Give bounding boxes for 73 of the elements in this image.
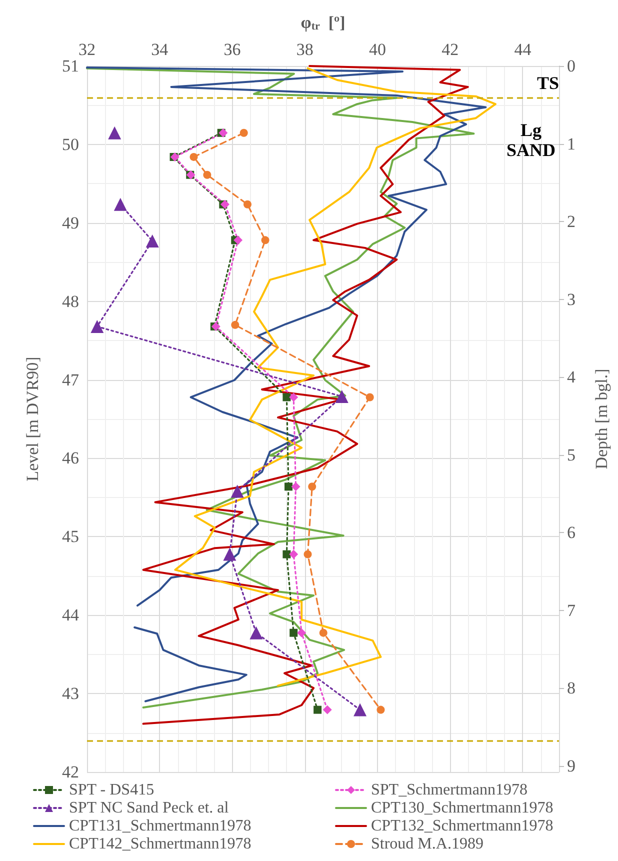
point — [366, 393, 374, 402]
y-axis-title: Level [m DVR90] — [23, 356, 42, 482]
point — [146, 234, 159, 248]
line-series — [174, 67, 496, 687]
point — [218, 128, 228, 138]
y-tick-label: 45 — [62, 527, 79, 546]
x-tick-label: 36 — [224, 40, 241, 59]
legend-label: SPT_Schmertmann1978 — [371, 782, 528, 798]
legend-label: CPT132_Schmertmann1978 — [371, 818, 554, 834]
point — [322, 705, 332, 714]
point — [90, 320, 104, 333]
legend-label: CPT130_Schmertmann1978 — [371, 800, 554, 816]
point — [284, 482, 293, 491]
point — [335, 390, 348, 403]
legend-label: CPT142_Schmertmann1978 — [69, 836, 252, 852]
legend-label: SPT - DS415 — [69, 782, 154, 798]
point — [223, 548, 236, 561]
y-tick-label: 47 — [62, 370, 80, 390]
point — [289, 550, 298, 559]
point — [114, 198, 127, 211]
y2-tick-label: 7 — [567, 600, 576, 620]
y2-tick-label: 4 — [567, 368, 576, 387]
y2-tick-label: 6 — [567, 523, 576, 542]
point — [231, 320, 240, 329]
point — [308, 482, 316, 491]
point — [354, 703, 367, 716]
x-tick-label: 44 — [514, 40, 532, 59]
x-tick-label: 34 — [151, 40, 169, 59]
y2-tick-label: 1 — [567, 134, 576, 154]
point — [282, 393, 291, 402]
point — [319, 628, 328, 637]
legend-label: CPT131_Schmertmann1978 — [69, 818, 252, 834]
point — [376, 706, 385, 714]
x-tick-label: 40 — [368, 40, 386, 59]
y2-tick-label: 8 — [567, 678, 576, 698]
point — [230, 484, 244, 498]
point — [297, 628, 306, 638]
legend-label: SPT NC Sand Peck et. al — [69, 800, 230, 816]
y2-axis-title: Depth [m bgl.] — [592, 368, 611, 470]
annotation: TS — [536, 73, 560, 93]
point — [108, 126, 122, 140]
y-tick-label: 42 — [62, 762, 79, 782]
y-tick-label: 43 — [62, 684, 79, 704]
point — [290, 628, 298, 637]
y2-tick-label: 0 — [567, 56, 576, 76]
point — [304, 550, 312, 558]
x-tick-label: 32 — [78, 40, 96, 59]
point — [289, 392, 298, 402]
y-tick-label: 51 — [62, 56, 79, 76]
y2-tick-label: 5 — [567, 445, 576, 464]
point — [243, 200, 252, 208]
point — [240, 128, 248, 137]
y2-tick-label: 9 — [567, 756, 576, 776]
y-tick-label: 50 — [62, 134, 79, 154]
x-tick-label: 38 — [296, 40, 314, 59]
point — [250, 626, 263, 640]
y-tick-label: 46 — [62, 448, 79, 468]
y2-tick-label: 3 — [567, 290, 576, 309]
point — [261, 236, 270, 244]
point — [291, 482, 300, 492]
y-tick-label: 44 — [62, 606, 80, 625]
y-tick-label: 49 — [62, 213, 79, 232]
x-tick-label: 42 — [442, 40, 459, 59]
legend-label: Stroud M.A.1989 — [371, 836, 484, 852]
point — [203, 170, 212, 179]
y-tick-label: 48 — [62, 292, 79, 311]
y2-tick-label: 2 — [567, 212, 576, 232]
annotation: Lg SAND — [506, 120, 556, 160]
point — [314, 706, 322, 714]
point — [282, 550, 291, 558]
line-series — [142, 65, 469, 725]
point — [234, 236, 243, 245]
point — [190, 152, 198, 161]
